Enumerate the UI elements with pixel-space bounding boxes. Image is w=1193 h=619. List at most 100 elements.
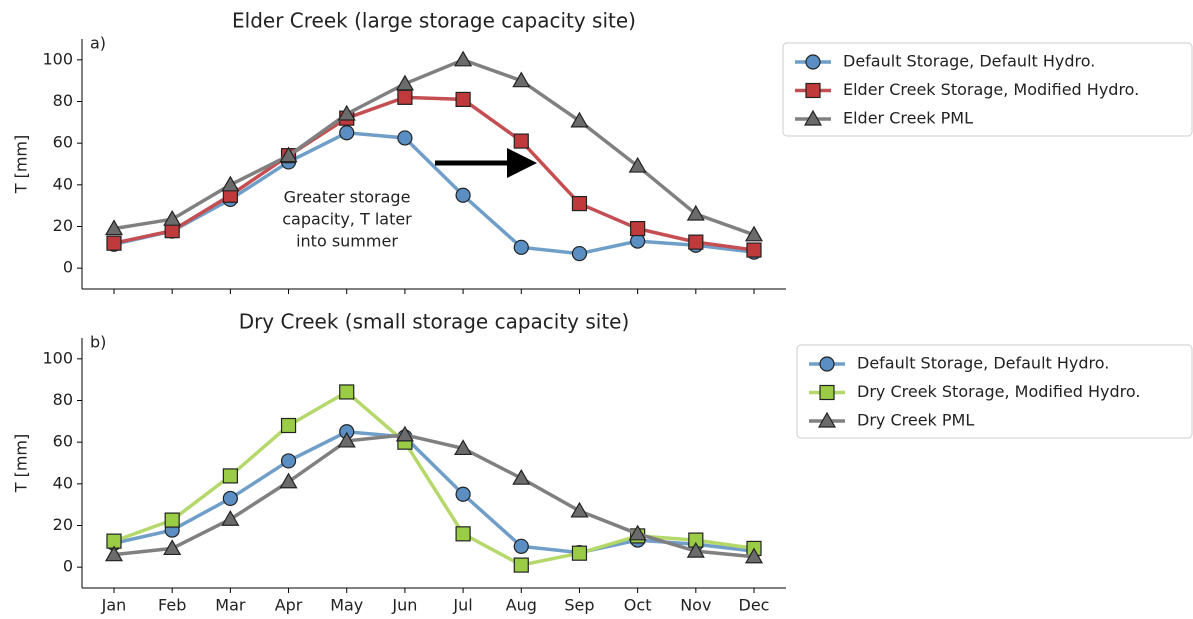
y-tick-label: 60 (53, 133, 73, 152)
y-tick-label: 20 (53, 216, 73, 235)
x-tick-label: Sep (564, 596, 594, 615)
y-tick-label: 40 (53, 174, 73, 193)
y-axis-label: T [mm] (12, 434, 31, 494)
marker (280, 453, 297, 469)
marker (339, 125, 355, 141)
marker (222, 468, 238, 484)
marker (513, 557, 529, 573)
x-tick-label: Dec (739, 596, 770, 615)
y-tick-label: 40 (53, 473, 73, 492)
marker (513, 239, 529, 255)
marker (337, 104, 356, 121)
marker (339, 384, 355, 400)
series-line (113, 95, 755, 252)
marker (395, 425, 414, 442)
marker (104, 545, 124, 562)
marker (397, 130, 413, 146)
marker (570, 111, 589, 128)
legend-label: Default Storage, Default Hydro. (843, 52, 1095, 71)
marker (395, 74, 414, 91)
marker (337, 431, 356, 448)
marker (512, 71, 531, 88)
marker (106, 235, 122, 251)
marker (513, 538, 529, 554)
chart-title: Elder Creek (large storage capacity site… (232, 9, 636, 33)
marker (455, 91, 471, 108)
annotation: Greater storage (284, 188, 411, 207)
x-tick-label: May (330, 596, 363, 615)
x-tick-label: Mar (215, 596, 246, 615)
marker (628, 156, 647, 173)
x-tick-label: Nov (680, 596, 711, 615)
legend-label: Dry Creek PML (857, 411, 974, 430)
marker (455, 187, 471, 203)
marker (512, 468, 531, 485)
x-tick-label: Feb (158, 596, 186, 615)
marker (803, 109, 823, 126)
marker (397, 89, 413, 105)
marker (279, 146, 298, 163)
marker (454, 439, 473, 456)
annotation: into summer (296, 232, 398, 251)
x-tick-label: Jun (391, 596, 417, 615)
annotation: capacity, T later (282, 210, 412, 229)
marker (817, 411, 837, 428)
y-tick-label: 0 (63, 258, 73, 277)
marker (164, 512, 180, 528)
legend-label: Default Storage, Default Hydro. (857, 354, 1109, 373)
marker (280, 417, 297, 434)
marker (819, 384, 835, 401)
y-tick-label: 0 (63, 557, 73, 576)
legend-label: Elder Creek Storage, Modified Hydro. (843, 80, 1139, 99)
marker (279, 472, 298, 489)
marker (163, 539, 182, 556)
marker (222, 490, 238, 507)
marker (571, 245, 588, 262)
marker (455, 486, 471, 502)
y-tick-label: 80 (53, 91, 73, 110)
marker (221, 510, 240, 526)
series-line (113, 57, 755, 237)
panel-label: b) (90, 333, 106, 352)
marker (454, 50, 473, 67)
y-tick-label: 20 (53, 515, 73, 534)
series-line (113, 429, 755, 555)
marker (571, 545, 588, 561)
marker (688, 234, 704, 250)
x-tick-label: Oct (624, 596, 652, 615)
y-tick-label: 80 (53, 390, 73, 409)
marker (513, 133, 529, 149)
marker (805, 54, 821, 70)
series-line (113, 433, 755, 559)
legend-box (796, 344, 1193, 439)
marker (455, 526, 471, 542)
marker (630, 233, 646, 249)
y-tick-label: 60 (53, 432, 73, 451)
marker (805, 82, 821, 99)
y-tick-label: 100 (42, 49, 73, 68)
y-axis-label: T [mm] (12, 135, 31, 195)
chart-title: Dry Creek (small storage capacity site) (239, 310, 630, 334)
x-tick-label: Aug (506, 596, 537, 615)
marker (686, 204, 705, 221)
marker (630, 220, 646, 237)
series-line (113, 130, 755, 256)
x-tick-label: Jul (452, 596, 472, 615)
x-tick-label: Apr (275, 596, 303, 615)
marker (746, 242, 762, 258)
marker (104, 219, 124, 236)
marker (221, 175, 240, 192)
marker (744, 547, 764, 564)
y-tick-label: 100 (42, 348, 73, 367)
marker (628, 524, 647, 541)
marker (744, 225, 764, 242)
marker (163, 209, 182, 226)
legend-label: Dry Creek Storage, Modified Hydro. (857, 382, 1141, 401)
panel-label: a) (90, 34, 106, 53)
marker (570, 501, 589, 518)
legend-box (782, 42, 1193, 137)
marker (571, 195, 588, 212)
x-tick-label: Jan (101, 596, 127, 615)
marker (819, 356, 835, 372)
